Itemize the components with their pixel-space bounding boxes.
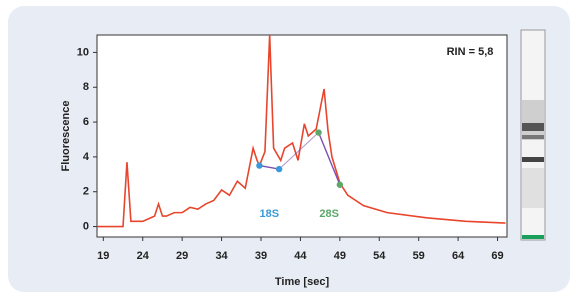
x-tick-label: 39 [255, 250, 267, 262]
band [522, 123, 544, 131]
x-tick-label: 49 [334, 250, 346, 262]
y-axis-label: Fluorescence [60, 101, 72, 172]
x-tick-label: 34 [215, 250, 228, 262]
x-tick-label: 19 [97, 250, 109, 262]
x-axis-label: Time [sec] [275, 276, 330, 288]
chart: RIN = 5,8 Time [sec] Fluorescence 024681… [0, 0, 580, 300]
band [522, 157, 544, 162]
band [522, 100, 544, 140]
y-tick-label: 2 [83, 186, 89, 198]
x-tick-label: 64 [452, 250, 465, 262]
band [522, 135, 544, 139]
x-tick-label: 69 [491, 250, 503, 262]
x-tick-label: 29 [176, 250, 188, 262]
y-tick-label: 6 [83, 116, 89, 128]
rin-label: RIN = 5,8 [447, 46, 494, 58]
peak-marker [315, 129, 321, 135]
peak-marker [256, 162, 262, 168]
x-tick-label: 44 [294, 250, 307, 262]
gel-lane [521, 30, 545, 240]
peak-label: 18S [259, 208, 279, 220]
y-tick-label: 8 [83, 81, 89, 93]
x-tick-label: 54 [373, 250, 386, 262]
marker-band [522, 235, 544, 239]
x-tick-label: 59 [413, 250, 425, 262]
peak-label: 28S [319, 208, 339, 220]
band [522, 168, 544, 208]
y-tick-label: 4 [83, 151, 90, 163]
y-tick-label: 10 [77, 46, 89, 58]
x-tick-label: 24 [137, 250, 150, 262]
peak-marker [276, 166, 282, 172]
peak-marker [337, 182, 343, 188]
y-tick-label: 0 [83, 220, 89, 232]
